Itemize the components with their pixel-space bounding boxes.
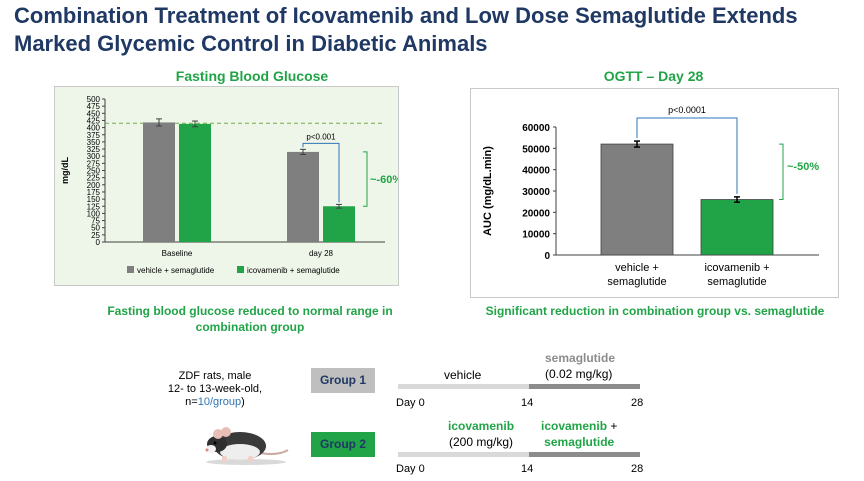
fbg-y-axis-label: mg/dL [60, 157, 70, 184]
fbg-caption-line-2: combination group [195, 320, 305, 334]
fbg-y-tick-label: 100 [87, 209, 101, 218]
n-value: 10/group [197, 396, 242, 408]
fbg-y-tick-label: 350 [87, 138, 101, 147]
fbg-bar [179, 123, 211, 242]
fbg-y-tick-label: 125 [87, 202, 101, 211]
group-1-day-28: 28 [631, 397, 644, 409]
ogtt-y-tick-label: 40000 [522, 166, 550, 177]
fbg-y-tick-label: 275 [87, 159, 101, 168]
group-2-phase-2: icovamenib + semaglutide [541, 418, 617, 450]
group-1-phase-2-bar [529, 384, 640, 389]
fbg-y-tick-label: 25 [91, 231, 100, 240]
fbg-y-tick-label: 200 [87, 181, 101, 190]
fbg-y-tick-label: 375 [87, 131, 101, 140]
group-1-phase-2: semaglutide (0.02 mg/kg) [545, 350, 615, 382]
group-1-phase-1: vehicle [444, 368, 482, 382]
fbg-significance-bracket [302, 142, 340, 203]
fbg-caption: Fasting blood glucose reduced to normal … [40, 303, 460, 335]
fbg-y-tick-label: 75 [91, 217, 100, 226]
fbg-y-tick-label: 325 [87, 145, 101, 154]
ogtt-reduction-label: ~-50% [787, 161, 819, 173]
fbg-bar [323, 206, 355, 242]
ogtt-chart-title: OGTT – Day 28 [603, 68, 704, 84]
n-prefix: n= [185, 396, 198, 408]
fbg-legend-label-icovamenib: icovamenib + semaglutide [247, 266, 340, 275]
group-2-phase-2-drug: icovamenib [541, 419, 608, 433]
group-2-phase-2-line-1: icovamenib + [541, 418, 617, 434]
group-1-phase-2-dose: (0.02 mg/kg) [545, 367, 613, 381]
fbg-y-tick-label: 250 [87, 167, 101, 176]
group-2-phase-1-drug: icovamenib [448, 419, 515, 433]
ogtt-x-tick-label: semaglutide [707, 276, 766, 288]
fbg-y-tick-label: 225 [87, 174, 101, 183]
group-2-day-28: 28 [631, 463, 644, 475]
rat-illustration [205, 427, 289, 465]
group-2-label: Group 2 [311, 432, 375, 457]
fbg-legend-swatch-vehicle [127, 266, 134, 273]
ogtt-reduction-bracket [779, 143, 784, 201]
group-2-phase-2-drug-2: semaglutide [544, 435, 615, 449]
fbg-chart: 0255075100125150175200225250275300325350… [60, 95, 402, 275]
fbg-y-tick-label: 300 [87, 152, 101, 161]
study-description: ZDF rats, male 12- to 13-week-old, n=10/… [150, 370, 280, 409]
ogtt-bar [700, 199, 774, 256]
fbg-x-tick-label: Baseline [162, 249, 193, 258]
ogtt-y-tick-label: 50000 [522, 144, 550, 155]
fbg-reduction-label: ~-60% [370, 174, 398, 186]
ogtt-pvalue: p<0.0001 [668, 105, 706, 115]
fbg-y-tick-label: 400 [87, 124, 101, 133]
ogtt-chart: 0 10000 20000 30000 40000 50000 60000 AUC (mg/d… [482, 105, 819, 288]
ogtt-y-tick-label: 10000 [522, 230, 550, 241]
fbg-y-tick-label: 500 [87, 95, 101, 104]
fbg-y-tick-label: 50 [91, 224, 100, 233]
page-title: Combination Treatment of Icovamenib and … [14, 2, 854, 58]
ogtt-y-tick-label: 30000 [522, 187, 550, 198]
fbg-reduction-bracket [363, 151, 368, 207]
group-2-day-0: Day 0 [396, 463, 425, 475]
ogtt-y-tick-label: 0 [544, 251, 550, 262]
study-line-2: 12- to 13-week-old, [167, 383, 263, 395]
group-1-phase-1-bar [398, 384, 529, 389]
study-line-3: n=10/group) [150, 396, 280, 409]
fbg-y-tick-label: 0 [96, 238, 101, 247]
group-2-phase-1-bar [398, 452, 529, 457]
group-2-phase-1: icovamenib (200 mg/kg) [448, 418, 514, 450]
ogtt-chart-panel: 0 10000 20000 30000 40000 50000 60000 AUC (mg/d… [470, 88, 839, 298]
ogtt-x-tick-label: semaglutide [607, 276, 666, 288]
fbg-y-tick-label: 150 [87, 195, 101, 204]
ogtt-y-tick-label: 20000 [522, 208, 550, 219]
group-2-phase-1-dose: (200 mg/kg) [449, 435, 514, 449]
group-1-phase-2-drug: semaglutide [545, 351, 616, 365]
ogtt-significance-bracket [636, 117, 738, 194]
fbg-pvalue: p<0.001 [306, 132, 336, 141]
group-1-day-0: Day 0 [396, 397, 425, 409]
ogtt-y-axis-label: AUC (mg/dL.min) [482, 146, 494, 236]
group-2-phase-2-plus: + [607, 419, 618, 433]
ogtt-bar [600, 143, 674, 256]
fbg-chart-title: Fasting Blood Glucose [175, 68, 329, 84]
group-2-day-14: 14 [521, 463, 534, 475]
fbg-y-tick-label: 450 [87, 109, 101, 118]
group-1-label: Group 1 [311, 368, 375, 393]
ogtt-caption: Significant reduction in combination gro… [485, 304, 825, 318]
fbg-caption-line-1: Fasting blood glucose reduced to normal … [107, 304, 393, 318]
study-line-1: ZDF rats, male [178, 370, 252, 382]
fbg-chart-panel: 0 25 50 75 100 125 150 175 200 225 250 275 300 325 350… [54, 86, 402, 286]
ogtt-y-tick-label: 60000 [522, 123, 550, 134]
fbg-bar [287, 151, 319, 242]
title-line-2: Marked Glycemic Control in Diabetic Anim… [14, 31, 488, 56]
fbg-y-tick-label: 175 [87, 188, 101, 197]
fbg-legend-label-vehicle: vehicle + semaglutide [137, 266, 215, 275]
ogtt-x-tick-label: vehicle + [615, 262, 659, 274]
ogtt-x-tick-label: icovamenib + [704, 262, 769, 274]
fbg-y-tick-label: 425 [87, 116, 101, 125]
fbg-legend-swatch-icovamenib [237, 266, 244, 273]
group-2-phase-2-bar [529, 452, 640, 457]
n-suffix: ) [241, 396, 245, 408]
group-1-day-14: 14 [521, 397, 534, 409]
title-line-1: Combination Treatment of Icovamenib and … [14, 3, 798, 28]
fbg-bar [143, 122, 175, 242]
fbg-y-tick-label: 475 [87, 102, 101, 111]
fbg-x-tick-label: day 28 [309, 249, 334, 258]
